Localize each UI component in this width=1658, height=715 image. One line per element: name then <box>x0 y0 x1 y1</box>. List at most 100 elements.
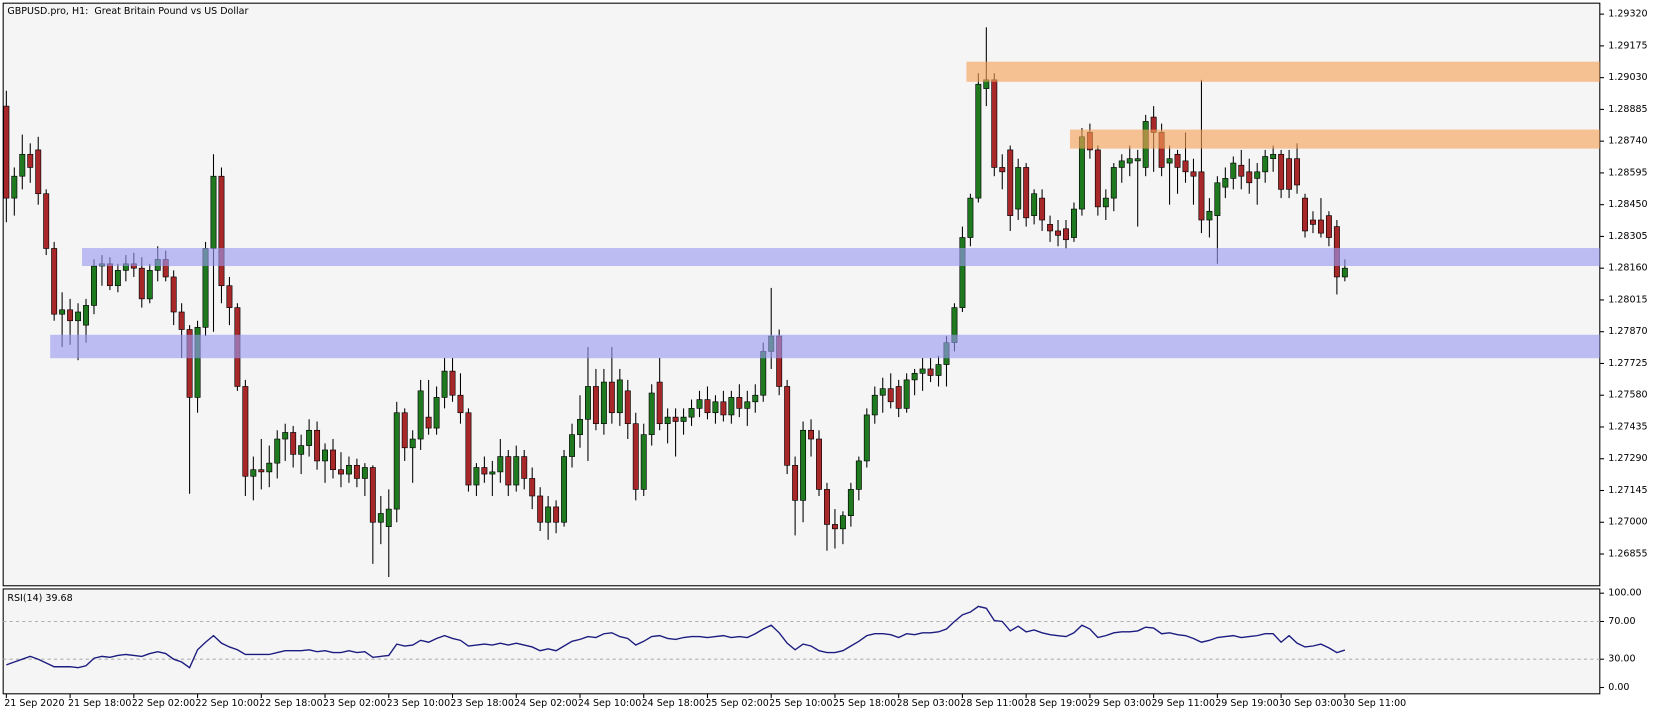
x-tick-label: 23 Sep 18:00 <box>450 698 513 709</box>
candle-body <box>258 469 265 473</box>
x-tick-label: 23 Sep 02:00 <box>323 698 386 709</box>
y-tick-label: 1.28595 <box>1608 167 1647 178</box>
x-tick-label: 28 Sep 11:00 <box>960 698 1023 709</box>
candle-body <box>847 489 854 517</box>
candle-body <box>377 513 384 523</box>
candle-body <box>831 524 838 530</box>
candle-body <box>417 390 424 440</box>
candle-body <box>298 445 305 455</box>
zone <box>966 61 1600 82</box>
candle-body <box>640 434 647 490</box>
y-tick-label: 1.29320 <box>1608 9 1647 20</box>
x-tick-label: 28 Sep 19:00 <box>1024 698 1087 709</box>
candle-body <box>11 175 18 199</box>
candle-body <box>1198 171 1205 221</box>
candle-body <box>1325 215 1332 238</box>
candle-body <box>242 386 249 477</box>
candle-body <box>967 197 974 238</box>
candle-body <box>656 381 663 425</box>
candle-body <box>1254 171 1261 179</box>
candle-body <box>1031 193 1038 216</box>
zone <box>50 334 1600 359</box>
candle-body <box>712 401 719 414</box>
candle-body <box>449 370 456 396</box>
candle-body <box>35 149 42 195</box>
candle-body <box>83 305 89 326</box>
candle-body <box>1174 153 1181 168</box>
candle-body <box>385 508 392 527</box>
x-tick-label: 24 Sep 10:00 <box>578 698 641 709</box>
candle-body <box>1310 219 1316 225</box>
candle-body <box>1063 228 1069 241</box>
candle-body <box>672 416 679 422</box>
candle-body <box>274 438 281 464</box>
candle-body <box>433 397 440 429</box>
candle-body <box>1007 149 1014 216</box>
candle-body <box>75 311 82 322</box>
candle-body <box>1262 156 1269 173</box>
candle-body <box>186 329 193 398</box>
candle-body <box>1118 160 1125 168</box>
candle-body <box>1302 197 1308 232</box>
candle-body <box>584 386 591 420</box>
candle-body <box>338 469 344 475</box>
y-tick-label: 1.26855 <box>1608 549 1647 560</box>
candle-body <box>306 429 313 446</box>
x-tick-label: 21 Sep 18:00 <box>68 698 131 709</box>
candle-body <box>51 248 58 315</box>
x-tick-label: 21 Sep 2020 <box>4 698 64 709</box>
x-tick-label: 25 Sep 10:00 <box>769 698 832 709</box>
candle-body <box>409 438 416 449</box>
candle-body <box>361 467 368 479</box>
x-tick-label: 28 Sep 03:00 <box>897 698 960 709</box>
candle-body <box>569 434 575 457</box>
candle-body <box>1182 160 1189 173</box>
candle-body <box>600 381 607 425</box>
candle-body <box>895 386 902 409</box>
candle-body <box>19 153 26 177</box>
candle-body <box>529 478 536 497</box>
candle-body <box>178 311 185 330</box>
candle-body <box>481 467 488 475</box>
candle-body <box>282 432 289 440</box>
candle-body <box>792 464 799 501</box>
candle-body <box>114 270 121 287</box>
candle-body <box>401 412 408 449</box>
x-tick-label: 22 Sep 10:00 <box>195 698 258 709</box>
candle-body <box>553 506 560 523</box>
candle-body <box>322 449 329 462</box>
candle-body <box>1278 153 1285 190</box>
candle-body <box>1294 158 1301 186</box>
candle-body <box>696 399 703 409</box>
candle-body <box>1015 167 1022 210</box>
candle-body <box>513 456 520 486</box>
candle-body <box>330 449 336 471</box>
x-tick-label: 23 Sep 10:00 <box>387 698 450 709</box>
candle-body <box>879 388 886 396</box>
candle-body <box>999 167 1006 173</box>
candle-body <box>688 408 695 418</box>
candle-body <box>3 105 10 199</box>
candle-body <box>1317 219 1324 234</box>
x-tick-label: 30 Sep 03:00 <box>1279 698 1342 709</box>
candle-body <box>138 267 145 300</box>
candle-body <box>457 394 464 414</box>
candle-body <box>43 193 50 249</box>
candle-body <box>1166 158 1173 164</box>
candle-body <box>266 462 273 473</box>
candle-body <box>1341 267 1348 278</box>
candle-body <box>345 464 352 475</box>
candle-body <box>911 373 918 381</box>
candle-body <box>561 456 568 523</box>
candle-body <box>1238 164 1245 177</box>
y-tick-label: 0.00 <box>1608 682 1629 693</box>
candle-body <box>369 467 376 523</box>
candle-body <box>664 416 671 425</box>
x-tick-label: 29 Sep 03:00 <box>1088 698 1151 709</box>
y-tick-label: 1.29175 <box>1608 40 1647 51</box>
candle-body <box>353 464 360 479</box>
candle-body <box>497 456 504 473</box>
x-tick-label: 22 Sep 02:00 <box>132 698 195 709</box>
candle-body <box>250 469 257 477</box>
